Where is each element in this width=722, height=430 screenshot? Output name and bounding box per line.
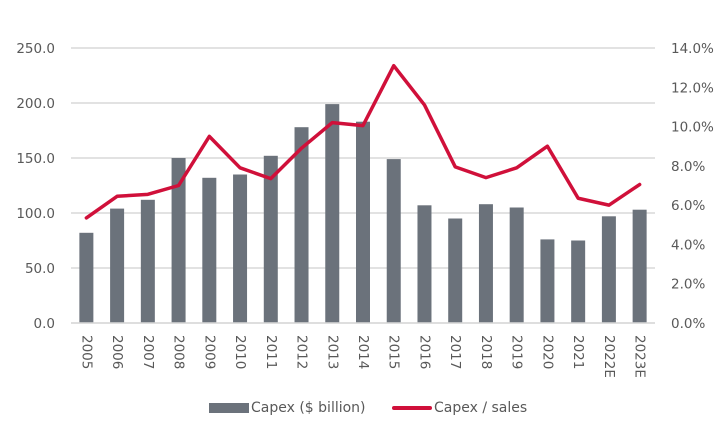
- x-axis-tick-label: 2010: [232, 335, 248, 369]
- x-axis-tick-label: 2005: [78, 335, 94, 369]
- legend-label-capex-sales: Capex / sales: [434, 400, 528, 416]
- x-axis-tick-label: 2012: [294, 335, 310, 369]
- left-axis-tick-label: 100.0: [16, 206, 55, 222]
- bar-2013: [325, 104, 340, 323]
- bar-2005: [79, 232, 94, 323]
- bar-2020: [540, 239, 555, 323]
- x-axis-tick-label: 2019: [509, 335, 525, 369]
- bar-2021: [571, 240, 586, 323]
- legend-item-capex: Capex ($ billion): [209, 398, 366, 418]
- x-axis-tick-label: 2014: [355, 335, 371, 369]
- bar-2014: [356, 121, 370, 323]
- x-axis-tick-label: 2021: [570, 335, 586, 369]
- x-axis-tick-label: 2006: [109, 335, 125, 369]
- x-axis-tick-label: 2013: [324, 335, 340, 369]
- bar-2018: [478, 204, 493, 323]
- x-axis-tick-label: 2011: [263, 335, 279, 369]
- bar-2011: [263, 155, 278, 323]
- bar-2008: [171, 158, 186, 323]
- legend: Capex ($ billion) Capex / sales: [0, 398, 722, 418]
- right-axis-tick-label: 2.0%: [671, 277, 705, 293]
- left-axis-tick-label: 50.0: [25, 261, 55, 277]
- x-axis-tick-label: 2016: [416, 335, 432, 369]
- x-axis-tick-label: 2008: [171, 335, 187, 369]
- legend-bar-swatch: [209, 403, 249, 413]
- x-axis-tick-label: 2018: [478, 335, 494, 369]
- bar-2017: [448, 218, 463, 323]
- x-axis-tick-label: 2015: [386, 335, 402, 369]
- right-axis-tick-label: 14.0%: [671, 41, 714, 57]
- x-axis-tick-label: 2020: [539, 335, 555, 369]
- legend-line-swatch: [392, 406, 432, 410]
- x-axis-tick-label: 2022E: [601, 335, 617, 378]
- chart: 0.0 50.0 100.0 150.0 200.0 250.0 0.0% 2.0% 4.0% 6…: [16, 41, 714, 378]
- bar-2010: [233, 174, 248, 323]
- bar-2009: [202, 177, 217, 323]
- bar-2016: [417, 205, 432, 323]
- left-axis-tick-label: 200.0: [16, 96, 55, 112]
- bar-2012: [294, 127, 309, 323]
- right-axis-tick-label: 12.0%: [671, 80, 714, 96]
- bar-2007: [140, 199, 155, 323]
- bar-2023E: [632, 209, 647, 323]
- left-axis-tick-label: 250.0: [16, 41, 55, 57]
- bar-2015: [386, 159, 401, 323]
- left-axis-tick-label: 0.0: [34, 316, 55, 332]
- legend-item-capex-sales: Capex / sales: [392, 398, 527, 418]
- bar-2006: [110, 208, 125, 323]
- right-axis-tick-label: 8.0%: [671, 159, 705, 175]
- x-axis-tick-label: 2009: [201, 335, 217, 369]
- bar-2019: [509, 207, 524, 323]
- right-axis-tick-label: 0.0%: [671, 316, 705, 332]
- right-axis-tick-label: 10.0%: [671, 120, 714, 136]
- x-axis-tick-label: 2023E: [632, 335, 648, 378]
- x-axis-tick-label: 2017: [447, 335, 463, 369]
- left-axis-tick-label: 150.0: [16, 151, 55, 167]
- right-axis-tick-label: 4.0%: [671, 237, 705, 253]
- bar-2022E: [601, 216, 616, 323]
- right-axis-tick-label: 6.0%: [671, 198, 705, 214]
- x-axis-tick-label: 2007: [140, 335, 156, 369]
- legend-label-capex: Capex ($ billion): [251, 400, 366, 416]
